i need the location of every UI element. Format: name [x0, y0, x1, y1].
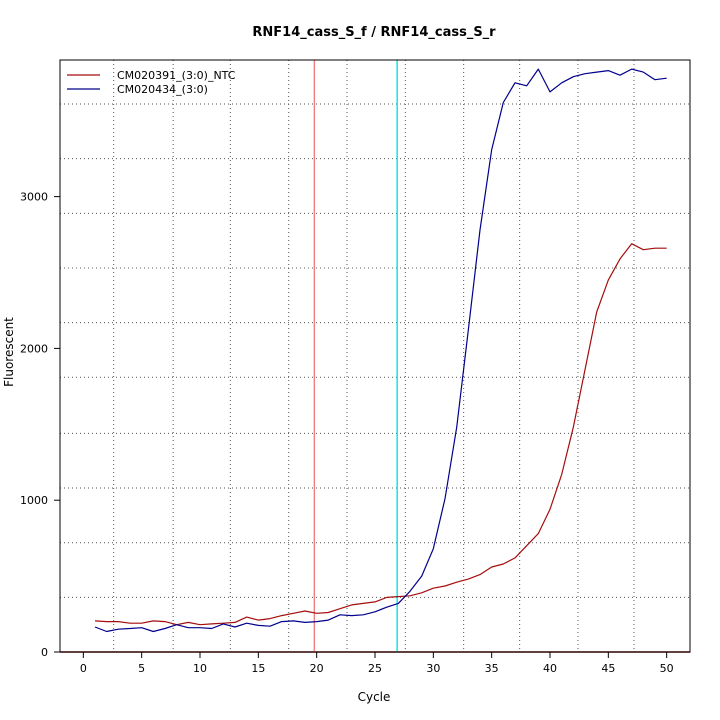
x-tick-label: 30 [426, 662, 440, 675]
x-tick-label: 35 [485, 662, 499, 675]
y-axis: 0 1000 2000 3000 [20, 191, 60, 659]
series-line-2 [94, 68, 667, 633]
x-tick-label: 20 [310, 662, 324, 675]
x-tick-label: 50 [660, 662, 674, 675]
grid-lines [60, 60, 690, 653]
legend-label-2: CM020434_(3:0) [117, 83, 208, 96]
series-lines [94, 68, 667, 633]
x-axis: 0 5 10 15 20 25 30 35 40 45 50 [80, 652, 674, 675]
y-tick-label: 1000 [20, 494, 48, 507]
series-line-1 [94, 243, 667, 626]
x-tick-label: 15 [251, 662, 265, 675]
plot-frame [59, 59, 691, 653]
x-tick-label: 45 [601, 662, 615, 675]
x-tick-label: 40 [543, 662, 557, 675]
y-tick-label: 3000 [20, 191, 48, 204]
x-axis-label: Cycle [358, 690, 391, 704]
y-axis-label: Fluorescent [2, 317, 16, 387]
threshold-lines [60, 60, 690, 653]
x-tick-label: 0 [80, 662, 87, 675]
chart-title: RNF14_cass_S_f / RNF14_cass_S_r [252, 25, 496, 40]
x-tick-label: 5 [138, 662, 145, 675]
y-tick-label: 0 [41, 646, 48, 659]
legend-label-1: CM020391_(3:0)_NTC [117, 69, 236, 82]
y-tick-label: 2000 [20, 342, 48, 355]
x-tick-label: 10 [193, 662, 207, 675]
x-tick-label: 25 [368, 662, 382, 675]
